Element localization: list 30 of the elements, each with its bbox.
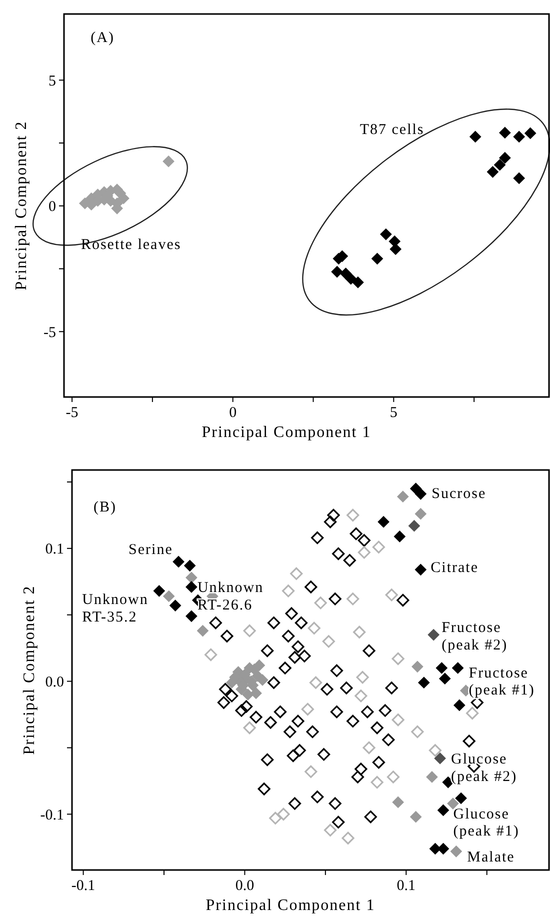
y-tick-label: 0 xyxy=(48,199,56,216)
y-axis-title: Principal Component 2 xyxy=(13,120,30,290)
annotation: Fructose (peak #1) xyxy=(468,665,535,699)
annotation: Citrate xyxy=(430,560,478,576)
y-tick-label: -5 xyxy=(44,324,56,341)
annotation: Fructose (peak #2) xyxy=(442,620,508,654)
y-axis-title: Principal Component 2 xyxy=(21,585,38,755)
annotation: Rosette leaves xyxy=(80,237,182,254)
y-tick-label: -0.1 xyxy=(40,807,64,824)
y-tick-label: 5 xyxy=(48,73,56,90)
annotation: Sucrose xyxy=(432,486,486,502)
x-tick-label: -5 xyxy=(66,405,78,421)
annotation: Malate xyxy=(467,850,515,866)
x-tick-label: 5 xyxy=(390,405,398,421)
x-tick-label: -0.1 xyxy=(71,878,96,894)
annotation: Glucose (peak #2) xyxy=(451,752,518,785)
x-tick-label: 0.1 xyxy=(396,878,416,894)
annotation: Serine xyxy=(128,542,173,558)
y-tick-label: 0.1 xyxy=(45,542,64,558)
x-axis-title: Principal Component 1 xyxy=(202,424,372,441)
annotation: T87 cells xyxy=(360,122,424,138)
annotation: Glucose (peak #1) xyxy=(453,806,520,840)
annotation: (A) xyxy=(90,30,115,46)
annotation: Unknown RT-35.2 xyxy=(82,592,148,626)
annotation: Unknown RT-26.6 xyxy=(197,580,264,614)
x-axis-title: Principal Component 1 xyxy=(206,897,376,914)
x-tick-label: 0.0 xyxy=(235,878,254,894)
y-tick-label: 0.0 xyxy=(45,674,64,691)
x-tick-label: 0 xyxy=(229,405,237,421)
annotation: (B) xyxy=(93,499,116,516)
